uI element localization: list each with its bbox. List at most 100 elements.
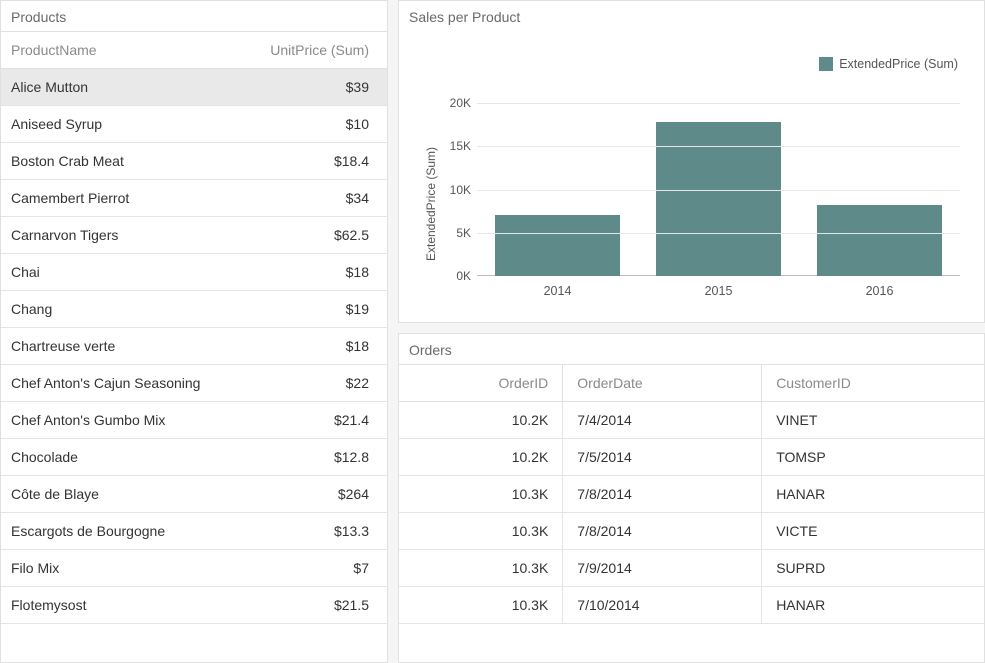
table-row[interactable]: Filo Mix$7: [1, 550, 387, 587]
grid-line: [477, 233, 960, 234]
product-name-cell: Chef Anton's Cajun Seasoning: [1, 365, 241, 402]
products-panel: Products ProductName UnitPrice (Sum) Ali…: [0, 0, 388, 663]
table-row[interactable]: 10.3K7/9/2014SUPRD: [399, 550, 984, 587]
table-row[interactable]: Flotemysost$21.5: [1, 587, 387, 624]
product-price-cell: $12.8: [241, 439, 387, 476]
product-price-cell: $62.5: [241, 217, 387, 254]
orders-cell: 10.2K: [399, 402, 563, 439]
product-name-cell: Chef Anton's Gumbo Mix: [1, 402, 241, 439]
table-row[interactable]: Camembert Pierrot$34: [1, 180, 387, 217]
x-tick-label: 2016: [866, 284, 894, 298]
product-price-cell: $18: [241, 328, 387, 365]
y-tick-label: 0K: [456, 269, 471, 283]
orders-cell: 7/8/2014: [563, 513, 762, 550]
products-table: ProductName UnitPrice (Sum) Alice Mutton…: [1, 31, 387, 624]
table-row[interactable]: 10.3K7/8/2014VICTE: [399, 513, 984, 550]
chart-bar[interactable]: [656, 122, 782, 276]
chart-legend[interactable]: ExtendedPrice (Sum): [819, 57, 958, 71]
orders-cell: 10.3K: [399, 587, 563, 624]
orders-cell: 7/8/2014: [563, 476, 762, 513]
orders-cell: 10.3K: [399, 476, 563, 513]
product-price-cell: $19: [241, 291, 387, 328]
product-price-cell: $34: [241, 180, 387, 217]
chart-bar[interactable]: [495, 215, 621, 276]
product-name-cell: Escargots de Bourgogne: [1, 513, 241, 550]
table-row[interactable]: Boston Crab Meat$18.4: [1, 143, 387, 180]
product-price-cell: $18: [241, 254, 387, 291]
product-name-cell: Chai: [1, 254, 241, 291]
chart-area: ExtendedPrice (Sum) ExtendedPrice (Sum) …: [399, 31, 984, 322]
y-axis-title: ExtendedPrice (Sum): [424, 146, 438, 260]
products-header-row: ProductName UnitPrice (Sum): [1, 32, 387, 69]
y-tick-label: 10K: [450, 183, 471, 197]
orders-cell: 10.3K: [399, 550, 563, 587]
y-tick-label: 20K: [450, 96, 471, 110]
table-row[interactable]: Escargots de Bourgogne$13.3: [1, 513, 387, 550]
product-price-cell: $7: [241, 550, 387, 587]
product-name-cell: Côte de Blaye: [1, 476, 241, 513]
orders-col-date[interactable]: OrderDate: [563, 365, 762, 402]
product-name-cell: Chocolade: [1, 439, 241, 476]
table-row[interactable]: Carnarvon Tigers$62.5: [1, 217, 387, 254]
orders-cell: 7/4/2014: [563, 402, 762, 439]
y-tick-label: 5K: [456, 226, 471, 240]
table-row[interactable]: Chai$18: [1, 254, 387, 291]
orders-cell: 7/9/2014: [563, 550, 762, 587]
orders-panel: Orders OrderID OrderDate CustomerID 10.2…: [398, 333, 985, 663]
product-price-cell: $264: [241, 476, 387, 513]
orders-cell: HANAR: [762, 587, 984, 624]
orders-cell: 7/10/2014: [563, 587, 762, 624]
table-row[interactable]: 10.3K7/8/2014HANAR: [399, 476, 984, 513]
orders-cell: VINET: [762, 402, 984, 439]
grid-line: [477, 190, 960, 191]
table-row[interactable]: Côte de Blaye$264: [1, 476, 387, 513]
table-row[interactable]: Chartreuse verte$18: [1, 328, 387, 365]
orders-header-row: OrderID OrderDate CustomerID: [399, 365, 984, 402]
product-price-cell: $10: [241, 106, 387, 143]
orders-cell: HANAR: [762, 476, 984, 513]
product-name-cell: Aniseed Syrup: [1, 106, 241, 143]
product-name-cell: Filo Mix: [1, 550, 241, 587]
products-col-price[interactable]: UnitPrice (Sum): [241, 32, 387, 69]
orders-cell: 10.2K: [399, 439, 563, 476]
table-row[interactable]: 10.2K7/5/2014TOMSP: [399, 439, 984, 476]
table-row[interactable]: Chef Anton's Gumbo Mix$21.4: [1, 402, 387, 439]
product-name-cell: Boston Crab Meat: [1, 143, 241, 180]
sales-chart-panel: Sales per Product ExtendedPrice (Sum) Ex…: [398, 0, 985, 323]
product-price-cell: $22: [241, 365, 387, 402]
table-row[interactable]: Chocolade$12.8: [1, 439, 387, 476]
orders-table: OrderID OrderDate CustomerID 10.2K7/4/20…: [399, 364, 984, 624]
product-price-cell: $39: [241, 69, 387, 106]
x-tick-label: 2015: [705, 284, 733, 298]
chart-title: Sales per Product: [399, 1, 984, 31]
table-row[interactable]: 10.3K7/10/2014HANAR: [399, 587, 984, 624]
product-name-cell: Chartreuse verte: [1, 328, 241, 365]
orders-cell: 7/5/2014: [563, 439, 762, 476]
table-row[interactable]: Chef Anton's Cajun Seasoning$22: [1, 365, 387, 402]
product-name-cell: Flotemysost: [1, 587, 241, 624]
products-col-name[interactable]: ProductName: [1, 32, 241, 69]
product-name-cell: Chang: [1, 291, 241, 328]
orders-cell: VICTE: [762, 513, 984, 550]
products-title: Products: [1, 1, 387, 31]
product-price-cell: $18.4: [241, 143, 387, 180]
product-name-cell: Carnarvon Tigers: [1, 217, 241, 254]
chart-bar[interactable]: [817, 205, 943, 276]
grid-line: [477, 146, 960, 147]
table-row[interactable]: Alice Mutton$39: [1, 69, 387, 106]
table-row[interactable]: Chang$19: [1, 291, 387, 328]
product-name-cell: Alice Mutton: [1, 69, 241, 106]
product-price-cell: $21.4: [241, 402, 387, 439]
orders-cell: TOMSP: [762, 439, 984, 476]
orders-title: Orders: [399, 334, 984, 364]
product-price-cell: $13.3: [241, 513, 387, 550]
orders-col-customer[interactable]: CustomerID: [762, 365, 984, 402]
orders-col-id[interactable]: OrderID: [399, 365, 563, 402]
table-row[interactable]: 10.2K7/4/2014VINET: [399, 402, 984, 439]
chart-body: ExtendedPrice (Sum) 201420152016 0K5K10K…: [427, 103, 974, 304]
legend-swatch-icon: [819, 57, 833, 71]
orders-cell: SUPRD: [762, 550, 984, 587]
chart-plot: 201420152016 0K5K10K15K20K: [477, 103, 960, 276]
table-row[interactable]: Aniseed Syrup$10: [1, 106, 387, 143]
product-price-cell: $21.5: [241, 587, 387, 624]
